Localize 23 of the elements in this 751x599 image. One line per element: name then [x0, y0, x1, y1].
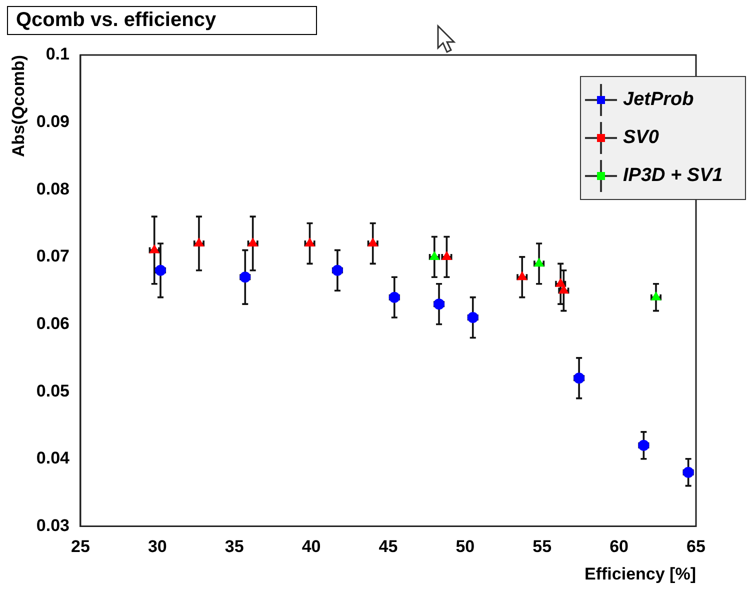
x-tick-label: 35	[224, 537, 244, 556]
x-tick-label: 65	[686, 537, 706, 556]
x-tick-label: 30	[148, 537, 167, 556]
y-tick-label: 0.06	[36, 314, 70, 333]
x-axis-title: Efficiency [%]	[584, 564, 696, 584]
y-tick-label: 0.04	[36, 448, 70, 468]
y-tick-label: 0.07	[36, 246, 70, 266]
legend-label: IP3D + SV1	[623, 165, 723, 187]
x-tick-label: 60	[610, 537, 629, 556]
y-tick-label: 0.09	[36, 112, 70, 131]
y-tick-label: 0.05	[36, 381, 70, 400]
y-tick-label: 0.03	[36, 516, 70, 535]
x-tick-label: 55	[532, 537, 552, 556]
y-axis-title: Abs(Qcomb)	[8, 55, 28, 157]
x-tick-label: 40	[302, 537, 321, 556]
x-tick-label: 25	[71, 537, 90, 556]
x-tick-label: 45	[378, 537, 398, 556]
legend-label: JetProb	[623, 89, 694, 111]
y-tick-label: 0.1	[46, 44, 70, 64]
legend-label: SV0	[623, 127, 659, 149]
y-tick-label: 0.08	[36, 179, 70, 198]
chart-title: Qcomb vs. efficiency	[7, 6, 317, 35]
x-tick-label: 50	[456, 537, 475, 556]
